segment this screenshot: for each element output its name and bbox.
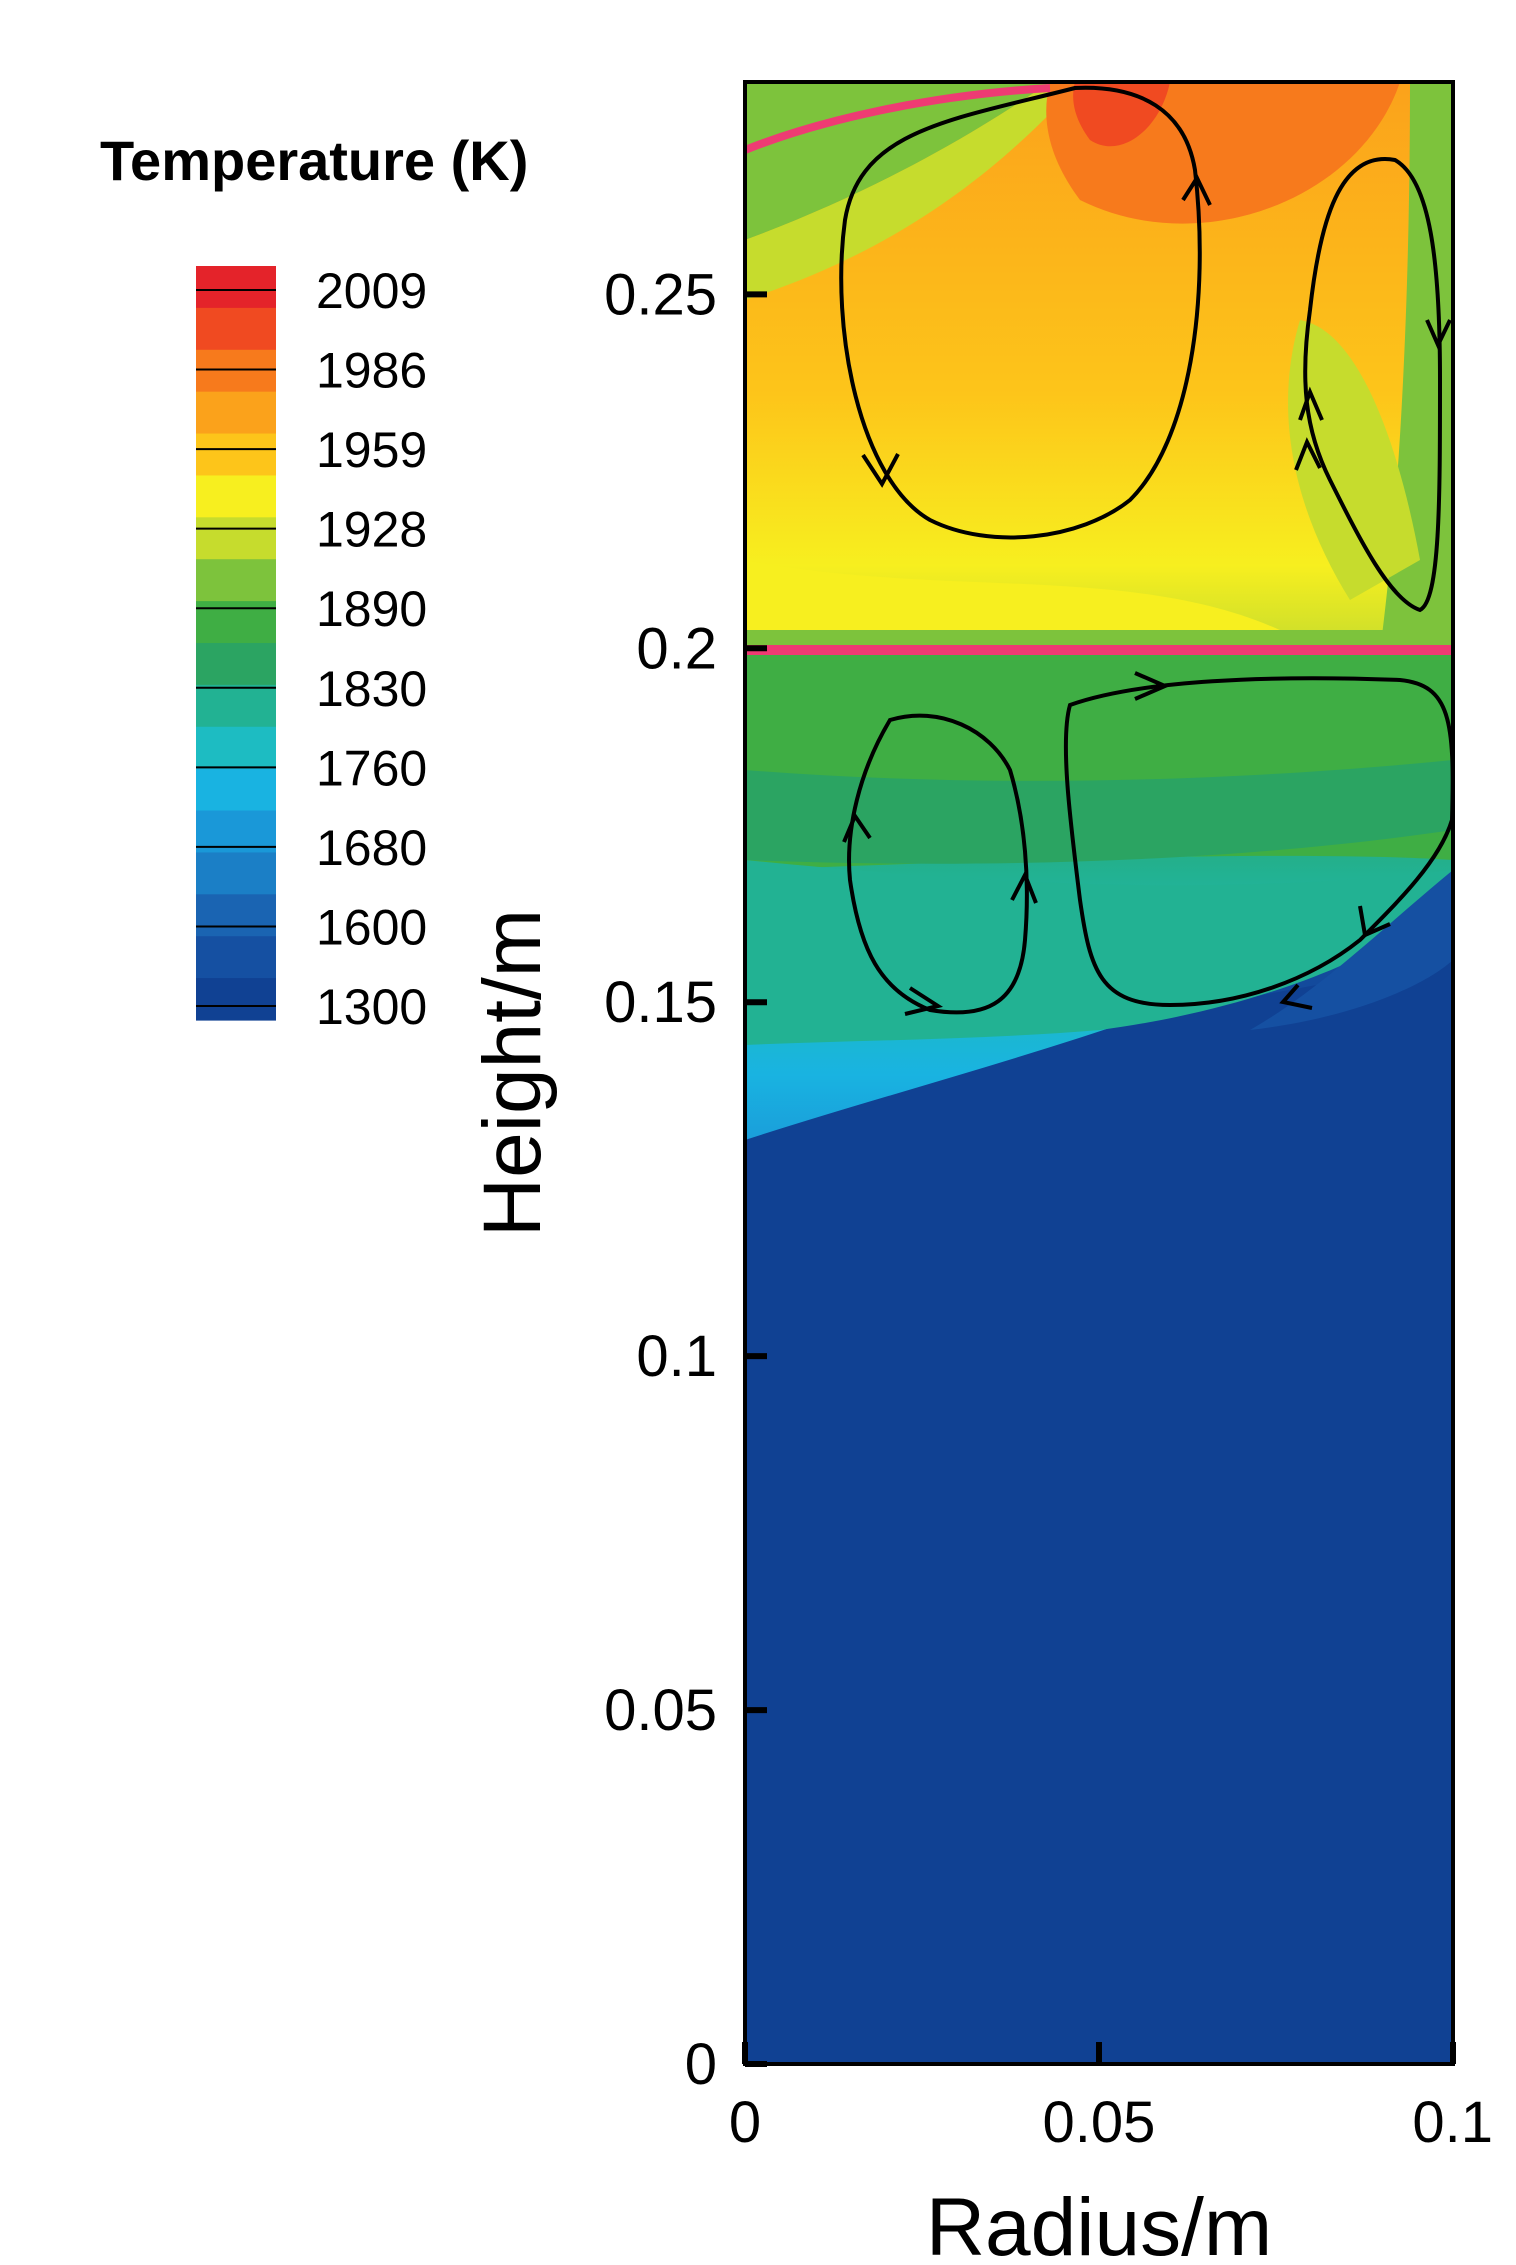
- arrowhead: [1134, 671, 1171, 701]
- colorbar-label: 1928: [316, 502, 427, 558]
- colorbar-label: 2009: [316, 263, 427, 319]
- y-tick-label: 0.1: [636, 1324, 717, 1389]
- colorbar-label: 1986: [316, 343, 427, 399]
- legend-title: Temperature (K): [100, 129, 528, 192]
- x-tick-label: 0: [729, 2090, 761, 2155]
- arrowhead: [861, 453, 900, 488]
- colorbar-swatch: [196, 852, 276, 895]
- cold-bulge: [1250, 870, 1453, 1030]
- x-axis-title: Radius/m: [926, 2182, 1272, 2265]
- melt-interface-line: [745, 645, 1453, 655]
- y-tick-label: 0: [685, 2032, 717, 2097]
- y-axis: 0 0.05 0.1 0.15 0.2 0.25: [604, 262, 767, 2097]
- cold-corner-band-1: [745, 880, 1453, 2064]
- streamline-upper-right: [1303, 157, 1443, 613]
- colorbar: 2009 1986 1959 1928 1890 1830 1760 1680 1600 1300: [196, 263, 427, 1035]
- colorbar-swatch: [196, 643, 276, 686]
- colorbar-swatch: [196, 978, 276, 1021]
- colorbar-label: 1300: [316, 979, 427, 1035]
- streamline-upper-left: [839, 85, 1202, 540]
- colorbar-label: 1680: [316, 820, 427, 876]
- arrowhead: [1425, 319, 1452, 350]
- arrowhead: [1298, 386, 1324, 421]
- arrowhead: [1358, 905, 1391, 938]
- x-tick-label: 0.1: [1412, 2090, 1493, 2155]
- x-tick-label: 0.05: [1043, 2090, 1156, 2155]
- colorbar-swatch: [196, 559, 276, 602]
- x-axis: 0 0.05 0.1: [729, 2042, 1493, 2155]
- arrowhead: [1294, 437, 1322, 471]
- y-tick-label: 0.05: [604, 1678, 717, 1743]
- y-tick-label: 0.15: [604, 970, 717, 1035]
- colorbar-label: 1760: [316, 740, 427, 796]
- colorbar-label: 1600: [316, 899, 427, 955]
- arrowhead: [904, 986, 944, 1016]
- arrowhead: [1279, 983, 1313, 1010]
- colorbar-swatch: [196, 349, 276, 393]
- arrowhead: [1181, 173, 1212, 206]
- y-tick-label: 0.2: [636, 616, 717, 681]
- streamline-lower-left: [847, 713, 1029, 1015]
- upper-bottom-yellow: [745, 560, 1300, 640]
- colorbar-swatch: [196, 936, 276, 979]
- colorbar-label: 1890: [316, 581, 427, 637]
- y-axis-title: Height/m: [467, 909, 558, 1237]
- upper-right-yellow: [1288, 320, 1420, 600]
- colorbar-swatch: [196, 391, 276, 435]
- y-tick-label: 0.25: [604, 262, 717, 327]
- colorbar-label: 1959: [316, 422, 427, 478]
- upper-green-band: [745, 82, 1080, 300]
- plot-area: [745, 82, 1453, 2064]
- colorbar-label: 1830: [316, 661, 427, 717]
- colorbar-swatch: [196, 517, 276, 560]
- warm-lower-band: [745, 760, 1453, 864]
- colorbar-swatch: [196, 266, 276, 309]
- colorbar-swatch: [196, 475, 276, 518]
- colorbar-swatch: [196, 433, 276, 477]
- mid-lower-band: [745, 860, 1453, 1045]
- colorbar-swatch: [196, 307, 276, 351]
- colorbar-swatch: [196, 894, 276, 937]
- top-surface-line: [745, 84, 1051, 154]
- colorbar-swatch: [196, 768, 276, 812]
- arrowhead: [1010, 870, 1038, 904]
- streamline-lower-right: [1063, 676, 1453, 1008]
- arrowhead: [842, 811, 872, 843]
- colorbar-swatch: [196, 726, 276, 770]
- colorbar-swatch: [196, 684, 276, 728]
